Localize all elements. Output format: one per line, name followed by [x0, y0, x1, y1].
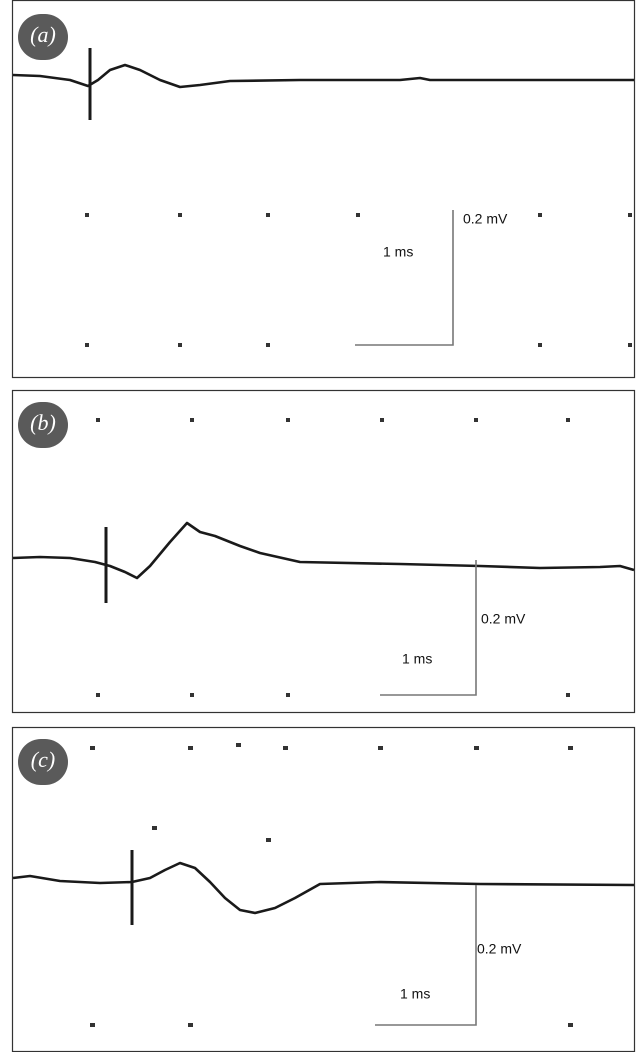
panel-c: 0.2 mV 1 ms (c): [13, 728, 635, 1052]
panel-label: (b): [30, 410, 56, 435]
panel-label: (c): [31, 747, 55, 772]
amplitude-scale: 0.2 mV: [463, 211, 508, 227]
panel-b: 0.2 mV 1 ms (b): [13, 391, 635, 713]
time-scale: 1 ms: [402, 651, 432, 667]
time-scale: 1 ms: [400, 986, 430, 1002]
panel-frame: [13, 1, 635, 378]
panel-frame: [13, 728, 635, 1052]
panel-label: (a): [30, 22, 56, 47]
amplitude-scale: 0.2 mV: [477, 941, 522, 957]
time-scale: 1 ms: [383, 244, 413, 260]
amplitude-scale: 0.2 mV: [481, 611, 526, 627]
panel-a: 0.2 mV 1 ms (a): [13, 1, 635, 378]
figure: 0.2 mV 1 ms (a) 0.2 mV 1 ms (b) 0.2 mV 1…: [0, 0, 636, 1052]
